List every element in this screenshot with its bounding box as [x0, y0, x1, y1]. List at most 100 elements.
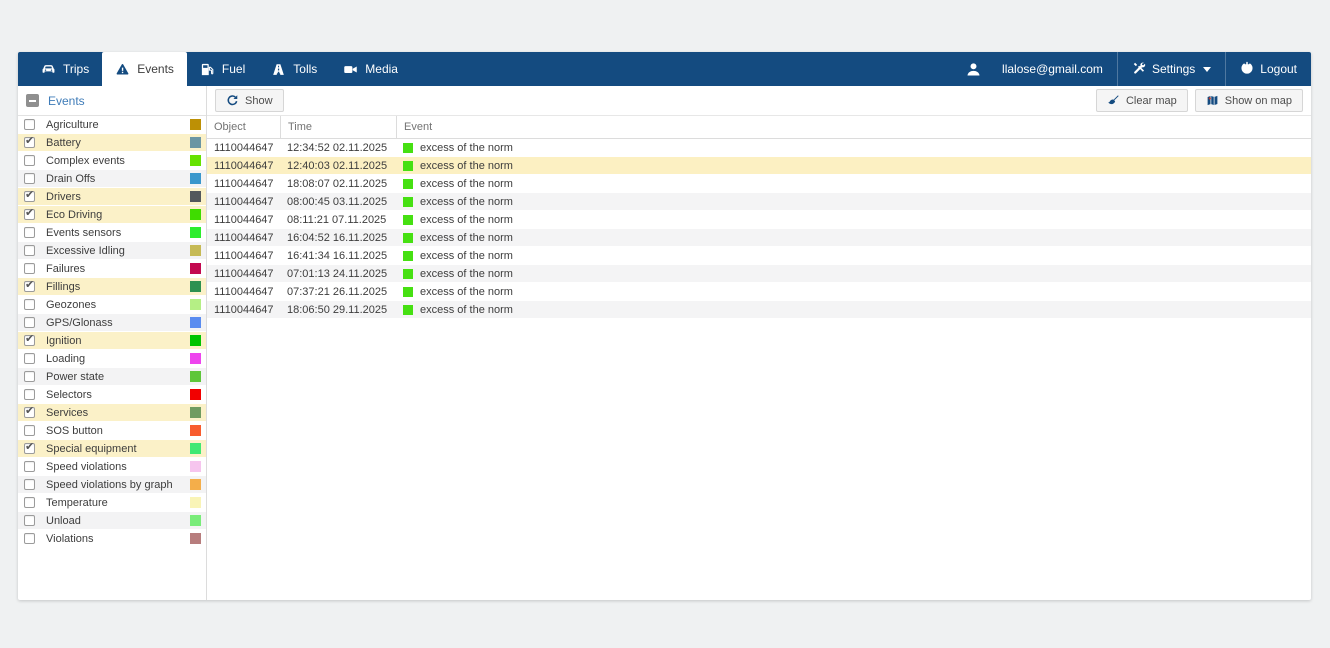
event-filter-row[interactable]: Excessive Idling: [18, 242, 206, 260]
event-filter-row[interactable]: Temperature: [18, 494, 206, 512]
event-color-square: [403, 286, 413, 297]
event-row[interactable]: 1110044647 08:00:45 03.11.2025 excess of…: [207, 193, 1311, 211]
checkbox[interactable]: [24, 206, 35, 220]
color-swatch: [190, 425, 201, 436]
checkbox[interactable]: [24, 440, 35, 454]
events-sidebar: Events Agriculture Battery Complex event…: [18, 86, 207, 600]
checkbox[interactable]: [24, 389, 35, 400]
checkbox[interactable]: [24, 371, 35, 382]
checkbox[interactable]: [24, 119, 35, 130]
logout-button[interactable]: Logout: [1225, 52, 1311, 86]
event-filter-row[interactable]: Power state: [18, 368, 206, 386]
event-filter-row[interactable]: Geozones: [18, 296, 206, 314]
filter-label: Violations: [46, 532, 94, 545]
show-on-map-button[interactable]: Show on map: [1194, 89, 1303, 112]
filter-label: SOS button: [46, 424, 103, 437]
cell-event: excess of the norm: [396, 232, 1311, 244]
checkbox[interactable]: [24, 155, 35, 166]
checkbox[interactable]: [24, 353, 35, 364]
column-header-event[interactable]: Event: [396, 116, 1311, 138]
event-row[interactable]: 1110044647 07:37:21 26.11.2025 excess of…: [207, 283, 1311, 301]
event-row[interactable]: 1110044647 18:06:50 29.11.2025 excess of…: [207, 301, 1311, 319]
checkbox[interactable]: [24, 461, 35, 472]
event-filter-row[interactable]: Events sensors: [18, 224, 206, 242]
cell-object: 1110044647: [214, 231, 274, 244]
checkbox[interactable]: [24, 317, 35, 328]
event-filter-row[interactable]: Violations: [18, 530, 206, 548]
event-filter-row[interactable]: Unload: [18, 512, 206, 530]
event-color-square: [403, 250, 413, 261]
checkbox[interactable]: [24, 425, 35, 436]
clear-map-label: Clear map: [1125, 94, 1177, 107]
color-swatch: [190, 317, 201, 328]
cell-object: 1110044647: [214, 141, 274, 154]
cell-event: excess of the norm: [396, 250, 1311, 262]
table-header: Object Time Event: [207, 116, 1311, 139]
event-text: excess of the norm: [420, 303, 513, 316]
checkbox[interactable]: [24, 134, 35, 148]
settings-menu[interactable]: Settings: [1116, 52, 1225, 86]
event-row[interactable]: 1110044647 18:08:07 02.11.2025 excess of…: [207, 175, 1311, 193]
content-area: Events Agriculture Battery Complex event…: [18, 86, 1311, 600]
cell-time: 12:40:03 02.11.2025: [287, 159, 388, 172]
checkbox[interactable]: [24, 263, 35, 274]
checkbox[interactable]: [24, 404, 35, 418]
event-filter-row[interactable]: Drivers: [18, 188, 206, 206]
filter-label: Complex events: [46, 154, 125, 167]
logout-label: Logout: [1260, 62, 1297, 76]
checkbox[interactable]: [24, 497, 35, 508]
filter-label: Drain Offs: [46, 172, 96, 185]
event-filter-row[interactable]: Failures: [18, 260, 206, 278]
event-filter-row[interactable]: Fillings: [18, 278, 206, 296]
checkbox[interactable]: [24, 479, 35, 490]
event-filter-row[interactable]: Special equipment: [18, 440, 206, 458]
event-filter-row[interactable]: Ignition: [18, 332, 206, 350]
event-row[interactable]: 1110044647 16:41:34 16.11.2025 excess of…: [207, 247, 1311, 265]
event-row[interactable]: 1110044647 07:01:13 24.11.2025 excess of…: [207, 265, 1311, 283]
tab-tolls[interactable]: Tolls: [258, 52, 330, 86]
event-row[interactable]: 1110044647 08:11:21 07.11.2025 excess of…: [207, 211, 1311, 229]
checkbox[interactable]: [24, 227, 35, 238]
user-icon[interactable]: [951, 52, 996, 86]
column-header-time[interactable]: Time: [280, 116, 396, 138]
event-filter-row[interactable]: Selectors: [18, 386, 206, 404]
checkbox[interactable]: [24, 533, 35, 544]
tab-events[interactable]: Events: [102, 52, 187, 86]
event-filter-row[interactable]: SOS button: [18, 422, 206, 440]
collapse-icon[interactable]: [26, 94, 39, 107]
event-filter-row[interactable]: Drain Offs: [18, 170, 206, 188]
color-swatch: [190, 533, 201, 544]
color-swatch: [190, 353, 201, 364]
event-row[interactable]: 1110044647 16:04:52 16.11.2025 excess of…: [207, 229, 1311, 247]
event-filter-row[interactable]: Battery: [18, 134, 206, 152]
cell-object: 1110044647: [214, 267, 274, 280]
event-filter-row[interactable]: Complex events: [18, 152, 206, 170]
checkbox[interactable]: [24, 245, 35, 256]
tab-media[interactable]: Media: [330, 52, 411, 86]
event-filter-row[interactable]: Services: [18, 404, 206, 422]
show-button[interactable]: Show: [215, 89, 284, 112]
checkbox[interactable]: [24, 188, 35, 202]
event-filter-row[interactable]: Agriculture: [18, 116, 206, 134]
checkbox[interactable]: [24, 299, 35, 310]
fuel-pump-icon: [200, 62, 215, 77]
event-row[interactable]: 1110044647 12:40:03 02.11.2025 excess of…: [207, 157, 1311, 175]
event-filter-row[interactable]: Speed violations by graph: [18, 476, 206, 494]
checkbox[interactable]: [24, 173, 35, 184]
event-row[interactable]: 1110044647 12:34:52 02.11.2025 excess of…: [207, 139, 1311, 157]
event-filter-row[interactable]: Loading: [18, 350, 206, 368]
checkbox[interactable]: [24, 332, 35, 346]
tab-label: Media: [365, 62, 398, 76]
checkbox[interactable]: [24, 278, 35, 292]
column-header-object[interactable]: Object: [214, 121, 246, 133]
refresh-icon: [226, 94, 239, 107]
tab-trips[interactable]: Trips: [28, 52, 102, 86]
tab-fuel[interactable]: Fuel: [187, 52, 258, 86]
event-filter-row[interactable]: GPS/Glonass: [18, 314, 206, 332]
clear-map-button[interactable]: Clear map: [1095, 89, 1188, 112]
nav-tabs: Trips Events Fuel Tolls Media: [18, 52, 411, 86]
event-filter-row[interactable]: Eco Driving: [18, 206, 206, 224]
event-filter-row[interactable]: Speed violations: [18, 458, 206, 476]
checkbox[interactable]: [24, 515, 35, 526]
filter-label: Failures: [46, 262, 86, 275]
